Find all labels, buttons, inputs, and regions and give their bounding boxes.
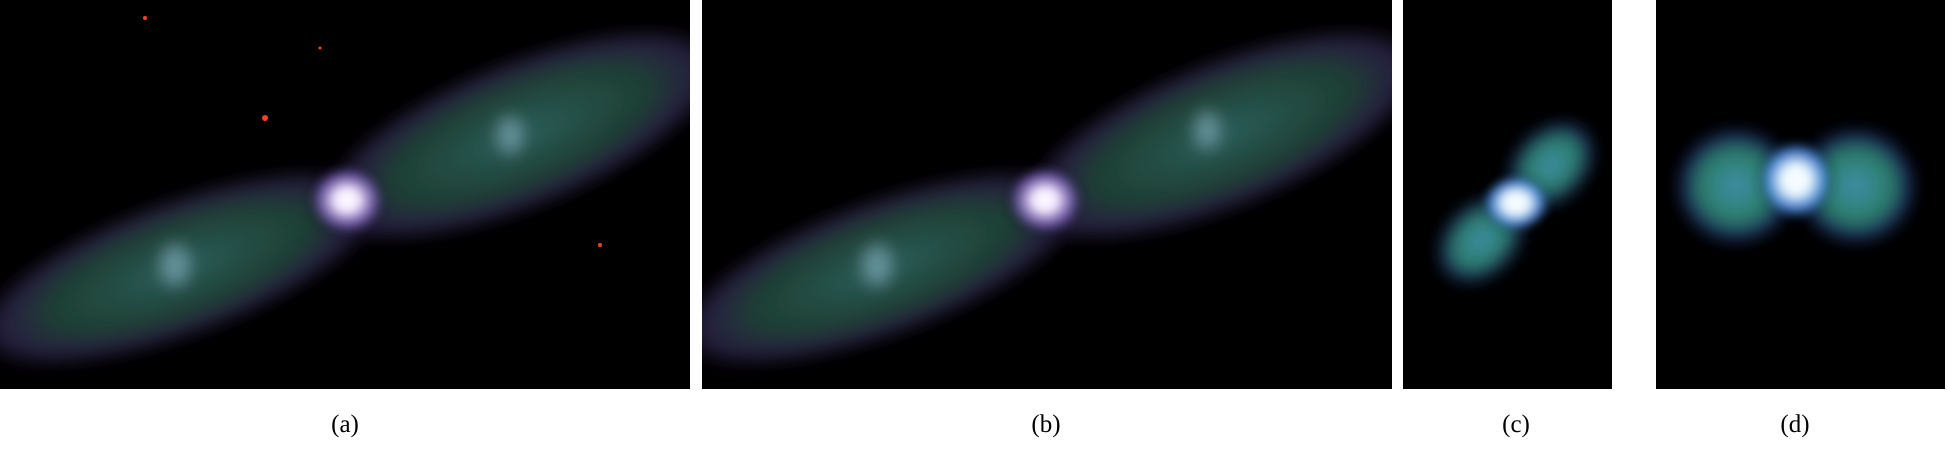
panel-label: (a) bbox=[331, 411, 359, 438]
panel-image bbox=[1403, 0, 1612, 389]
panel-label: (c) bbox=[1502, 411, 1530, 438]
panel-image bbox=[0, 0, 690, 389]
panel-image bbox=[1656, 0, 1945, 389]
panel-image bbox=[702, 0, 1392, 389]
panel-label: (b) bbox=[1031, 411, 1060, 438]
panel-label: (d) bbox=[1780, 411, 1809, 438]
